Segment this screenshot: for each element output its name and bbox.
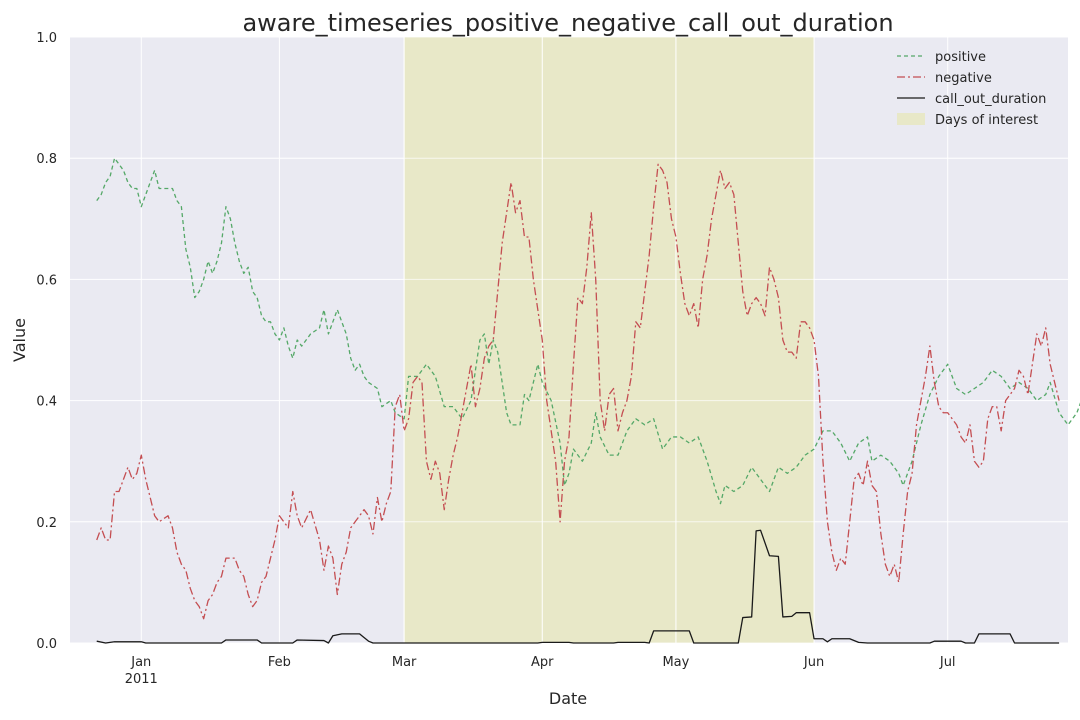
legend-swatch-days-of-interest <box>897 113 925 125</box>
legend-label: call_out_duration <box>935 92 1046 107</box>
legend: positive negative call_out_duration Days of… <box>897 50 1046 128</box>
y-tick-label: 1.0 <box>36 31 57 46</box>
series-line-call-out-duration <box>96 529 1060 644</box>
y-tick-label: 0.8 <box>36 152 57 167</box>
y-tick-label: 0.6 <box>36 273 57 288</box>
x-tick-label: Mar <box>392 655 417 670</box>
days-of-interest-span <box>404 37 815 643</box>
x-tick-label: May <box>662 655 689 670</box>
x-tick-label: Jul <box>939 655 956 670</box>
x-axis-label: Date <box>549 689 587 708</box>
x-axis-ticks: Jan 2011 Feb Mar Apr May Jun Jul <box>125 655 956 687</box>
highlight-region <box>404 37 815 643</box>
legend-label: negative <box>935 71 992 86</box>
legend-label: positive <box>935 50 986 65</box>
series-lines <box>96 157 1080 644</box>
x-tick-label: Jan <box>130 655 151 670</box>
series-line-positive <box>96 157 1080 505</box>
y-tick-label: 0.2 <box>36 516 57 531</box>
x-tick-label: Jun <box>803 655 824 670</box>
y-axis-ticks: 0.0 0.2 0.4 0.6 0.8 1.0 <box>36 31 57 652</box>
y-tick-label: 0.0 <box>36 637 57 652</box>
legend-label: Days of interest <box>935 113 1038 128</box>
x-tick-label: Apr <box>531 655 554 670</box>
series-line-negative <box>96 163 1060 620</box>
x-tick-sublabel: 2011 <box>125 672 158 687</box>
chart-title: aware_timeseries_positive_negative_call_… <box>242 9 893 37</box>
y-axis-label: Value <box>10 318 29 362</box>
y-tick-label: 0.4 <box>36 395 57 410</box>
x-tick-label: Feb <box>268 655 291 670</box>
